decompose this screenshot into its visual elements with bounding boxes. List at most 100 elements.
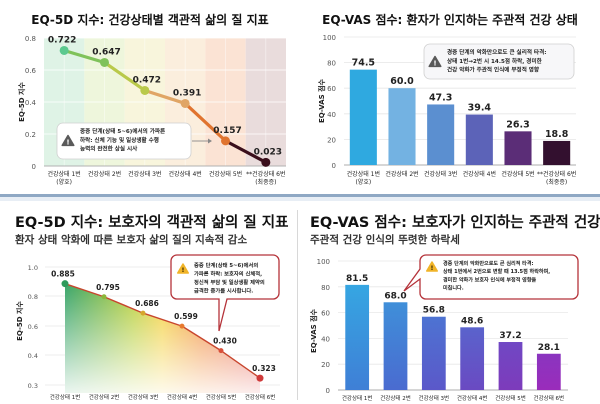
section-divider-shade	[0, 197, 600, 201]
y-axis-title: EQ-5D 지수	[17, 82, 26, 122]
data-label: 0.795	[96, 283, 120, 292]
annotation-text: 가파른 하락: 보호자의 신체적,	[194, 270, 262, 278]
bar	[388, 88, 416, 165]
x-tick-label: 건강상태 3번	[128, 170, 161, 178]
annotation-text: 정신적 부담 및 일상생활 제약의	[194, 278, 265, 286]
data-label: 74.5	[352, 58, 375, 69]
eq5d-caregiver-chart: 0.3 0.4 0.6 0.8 1.0 0.885 0.795 0.686 0.599 0.430…	[15, 254, 280, 401]
data-label: 28.1	[538, 343, 560, 353]
x-tick-label: 건강상태 4번	[169, 170, 202, 178]
bar	[465, 114, 493, 165]
bar	[421, 316, 446, 390]
section-divider	[0, 194, 600, 197]
data-label: 26.3	[506, 119, 529, 130]
warning-triangle	[177, 263, 189, 274]
chart-title: EQ-5D 지수: 보호자의 객관적 삶의 질 지표	[15, 215, 289, 231]
data-label: 0.391	[173, 88, 201, 98]
bar	[543, 140, 571, 165]
x-tick-label: 건강상태 4번	[167, 393, 198, 401]
x-tick-label: 건강상태 6번	[534, 394, 565, 402]
annotation-text: 급격한 증가를 시사합니다.	[194, 287, 253, 295]
line-segment	[143, 88, 187, 106]
line-segment	[103, 296, 144, 314]
y-tick-label: 0.4	[28, 352, 38, 360]
chart-subtitle: 주관적 건강 인식의 뚜렷한 하락세	[310, 234, 460, 246]
x-tick-label: 건강상태 3번	[424, 170, 457, 178]
data-point	[221, 136, 230, 146]
line-segment	[62, 48, 107, 65]
bar	[383, 302, 408, 390]
x-tick-label: 건강상태 1번 (양호)	[347, 170, 380, 186]
y-axis-title: EQ-VAS 점수	[309, 308, 318, 353]
data-label: 0.023	[254, 147, 282, 157]
warning-triangle	[428, 55, 442, 68]
y-tick-label: 0.8	[25, 35, 36, 43]
annotation-arrowhead	[208, 138, 212, 144]
annotation-text: 중증 단계(상태 5~6)에서의	[194, 261, 258, 269]
data-point	[179, 323, 185, 329]
annotation-text: 경증 단계의 악화만으로도 큰 심리적 타격:	[443, 260, 534, 267]
y-tick-label: 20	[321, 361, 330, 369]
data-label: 0.599	[174, 312, 198, 321]
chart-title: EQ-5D 지수: 건강상태별 객관적 삶의 질 지표	[31, 12, 268, 27]
data-point	[261, 157, 271, 167]
line-segment	[223, 139, 268, 164]
x-tick-label: 건강상태 3번	[419, 394, 450, 402]
data-label: 47.3	[429, 92, 452, 103]
data-point	[61, 280, 69, 288]
eq5d-patient-chart: EQ-5D 지수: 건강상태별 객관적 삶의 질 지표 0 0.2 0.4 0.6 0.8…	[17, 12, 286, 186]
annotation-box	[56, 122, 192, 160]
y-tick-label: 0	[332, 162, 336, 170]
y-tick-label: 0	[326, 387, 330, 395]
y-tick-label: 60	[321, 310, 330, 318]
annotation-callout: ! 경증 단계의 악화만으로도 큰 심리적 타격:상태 1번에서 2번으로 변할 …	[403, 254, 579, 300]
x-tick-label: 건강상태 1번	[50, 393, 81, 401]
bar	[345, 284, 370, 390]
panel-divider	[297, 210, 298, 400]
panel-eq5d-patient: EQ-5D 지수: 건강상태별 객관적 삶의 질 지표 0 0.2 0.4 0.6 0.8…	[0, 0, 300, 196]
y-tick-label: 0.6	[28, 323, 38, 331]
warning-icon: !	[426, 261, 438, 272]
data-point	[256, 374, 264, 382]
warning-mark: !	[433, 58, 436, 67]
area-fade	[65, 283, 260, 393]
annotation-text: 경미한 악화가 보호자 인식에 부정적 영향을	[443, 276, 537, 283]
warning-icon: !	[428, 55, 442, 68]
x-tick-label: 건강상태 5번	[501, 170, 534, 178]
data-point	[101, 294, 107, 300]
annotation-box	[403, 254, 579, 300]
y-tick-label: 80	[321, 284, 330, 292]
annotation-text: 중증 단계(상태 5~6)에서의 가파른	[80, 127, 165, 135]
annotation-text: 상태 1번→2번 시 14.5점 하락, 경미한	[447, 57, 543, 65]
annotation-callout: ! 경증 단계의 악화만으로도 큰 실리적 타격:상태 1번→2번 시 14.5점…	[423, 43, 575, 80]
warning-mark: !	[182, 266, 185, 274]
y-tick-label: 40	[327, 111, 336, 119]
warning-triangle	[61, 134, 75, 147]
x-tick-label: **건강상태 6번 (최중증)	[537, 170, 576, 186]
panel-eqvas-patient: EQ-VAS 점수: 환자가 인지하는 주관적 건강 상태 0 20 40 60 80 10…	[300, 0, 600, 196]
annotation-text: 미칩니다.	[443, 285, 464, 292]
data-label: 0.885	[51, 270, 75, 279]
data-point	[180, 98, 190, 108]
y-tick-label: 0.8	[28, 293, 38, 301]
data-point	[140, 85, 150, 95]
data-label: 0.430	[213, 337, 237, 346]
y-axis-title: EQ-VAS 점수	[317, 78, 326, 123]
y-tick-label: 60	[327, 85, 336, 93]
y-tick-label: 0.2	[25, 131, 36, 139]
x-tick-label: 건강상태 5번	[209, 170, 242, 178]
data-label: 37.2	[499, 331, 521, 341]
line-segment	[183, 101, 228, 143]
bar	[349, 69, 377, 165]
x-tick-label: 건강상태 2번	[380, 394, 411, 402]
data-label: 39.4	[468, 103, 492, 114]
x-tick-label: 건강상태 2번	[89, 393, 120, 401]
chart-title: EQ-VAS 점수: 보호자가 인지하는 주관적 건강 상태	[310, 215, 600, 231]
data-point	[59, 45, 69, 55]
annotation-text: 상태 1번에서 2번으로 변할 때 13.5점 하락하며,	[443, 268, 550, 275]
y-axis-title: EQ-5D 지수	[15, 301, 24, 341]
y-tick-label: 20	[327, 136, 336, 144]
panel-eq5d-caregiver: EQ-5D 지수: 보호자의 객관적 삶의 질 지표 환자 상태 악화에 따른 …	[0, 201, 296, 404]
x-tick-label: 건강상태 2번	[88, 170, 121, 178]
data-label: 0.323	[252, 364, 276, 373]
